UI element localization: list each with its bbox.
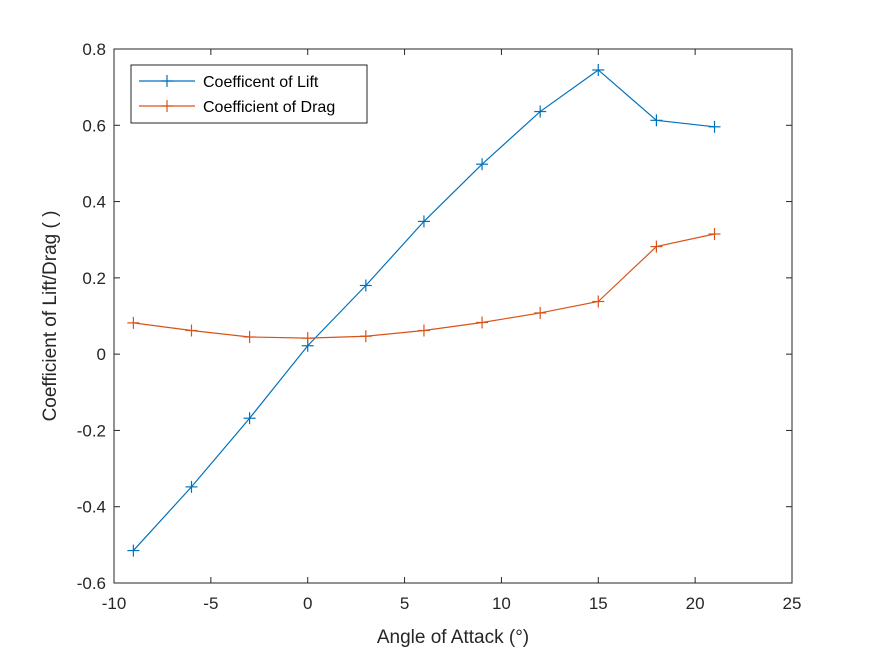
data-point — [359, 330, 372, 343]
y-tick-label: 0.8 — [82, 40, 106, 59]
series-1 — [127, 227, 721, 345]
legend-entry: Coefficent of Lift — [139, 74, 319, 91]
legend-marker — [161, 75, 173, 87]
series-layer — [127, 63, 721, 557]
legend-entry: Coefficient of Drag — [139, 99, 335, 116]
legend-label: Coefficent of Lift — [203, 74, 319, 91]
x-tick-label: 10 — [492, 594, 511, 613]
data-point — [534, 306, 547, 319]
x-tick-label: 5 — [400, 594, 409, 613]
y-tick-label: -0.2 — [77, 421, 106, 440]
y-tick-label: 0.4 — [82, 193, 106, 212]
y-tick-label: -0.4 — [77, 498, 106, 517]
data-point — [417, 215, 430, 228]
x-tick-label: 20 — [686, 594, 705, 613]
data-point — [301, 332, 314, 345]
x-tick-label: -10 — [102, 594, 127, 613]
x-tick-label: 25 — [783, 594, 802, 613]
data-point — [592, 295, 605, 308]
data-point — [650, 114, 663, 127]
data-point — [243, 412, 256, 425]
legend-marker — [161, 100, 173, 112]
x-tick-label: -5 — [203, 594, 218, 613]
data-point — [708, 227, 721, 240]
y-tick-label: 0.2 — [82, 269, 106, 288]
data-point — [243, 330, 256, 343]
data-point — [476, 316, 489, 329]
legend-box — [130, 64, 368, 124]
y-axis-label: Coefficient of Lift/Drag ( ) — [40, 211, 61, 422]
axes-box — [113, 48, 793, 584]
plot-area — [114, 49, 792, 583]
y-tick-label: 0.6 — [82, 116, 106, 135]
x-tick-label: 15 — [589, 594, 608, 613]
data-point — [708, 120, 721, 133]
data-point — [592, 63, 605, 76]
data-point — [650, 240, 663, 253]
x-tick-label: 0 — [303, 594, 312, 613]
data-point — [185, 324, 198, 337]
y-tick-label: -0.6 — [77, 574, 106, 593]
data-point — [476, 158, 489, 171]
legend-entries: Coefficent of Lift Coefficient of Drag — [139, 74, 335, 116]
data-point — [185, 480, 198, 493]
data-point — [127, 316, 140, 329]
data-point — [127, 544, 140, 557]
data-point — [359, 279, 372, 292]
x-axis-label: Angle of Attack (°) — [377, 627, 529, 648]
legend: Coefficent of Lift Coefficient of Drag — [130, 64, 368, 124]
y-tick-label: 0 — [97, 345, 106, 364]
ticks-layer: -10 -5 0 5 10 15 20 25 -0.6 -0.4 -0.2 0 0.2 0.4 0.6 0.8 — [77, 40, 802, 613]
data-point — [534, 105, 547, 118]
legend-label: Coefficient of Drag — [203, 99, 335, 116]
data-point — [417, 324, 430, 337]
